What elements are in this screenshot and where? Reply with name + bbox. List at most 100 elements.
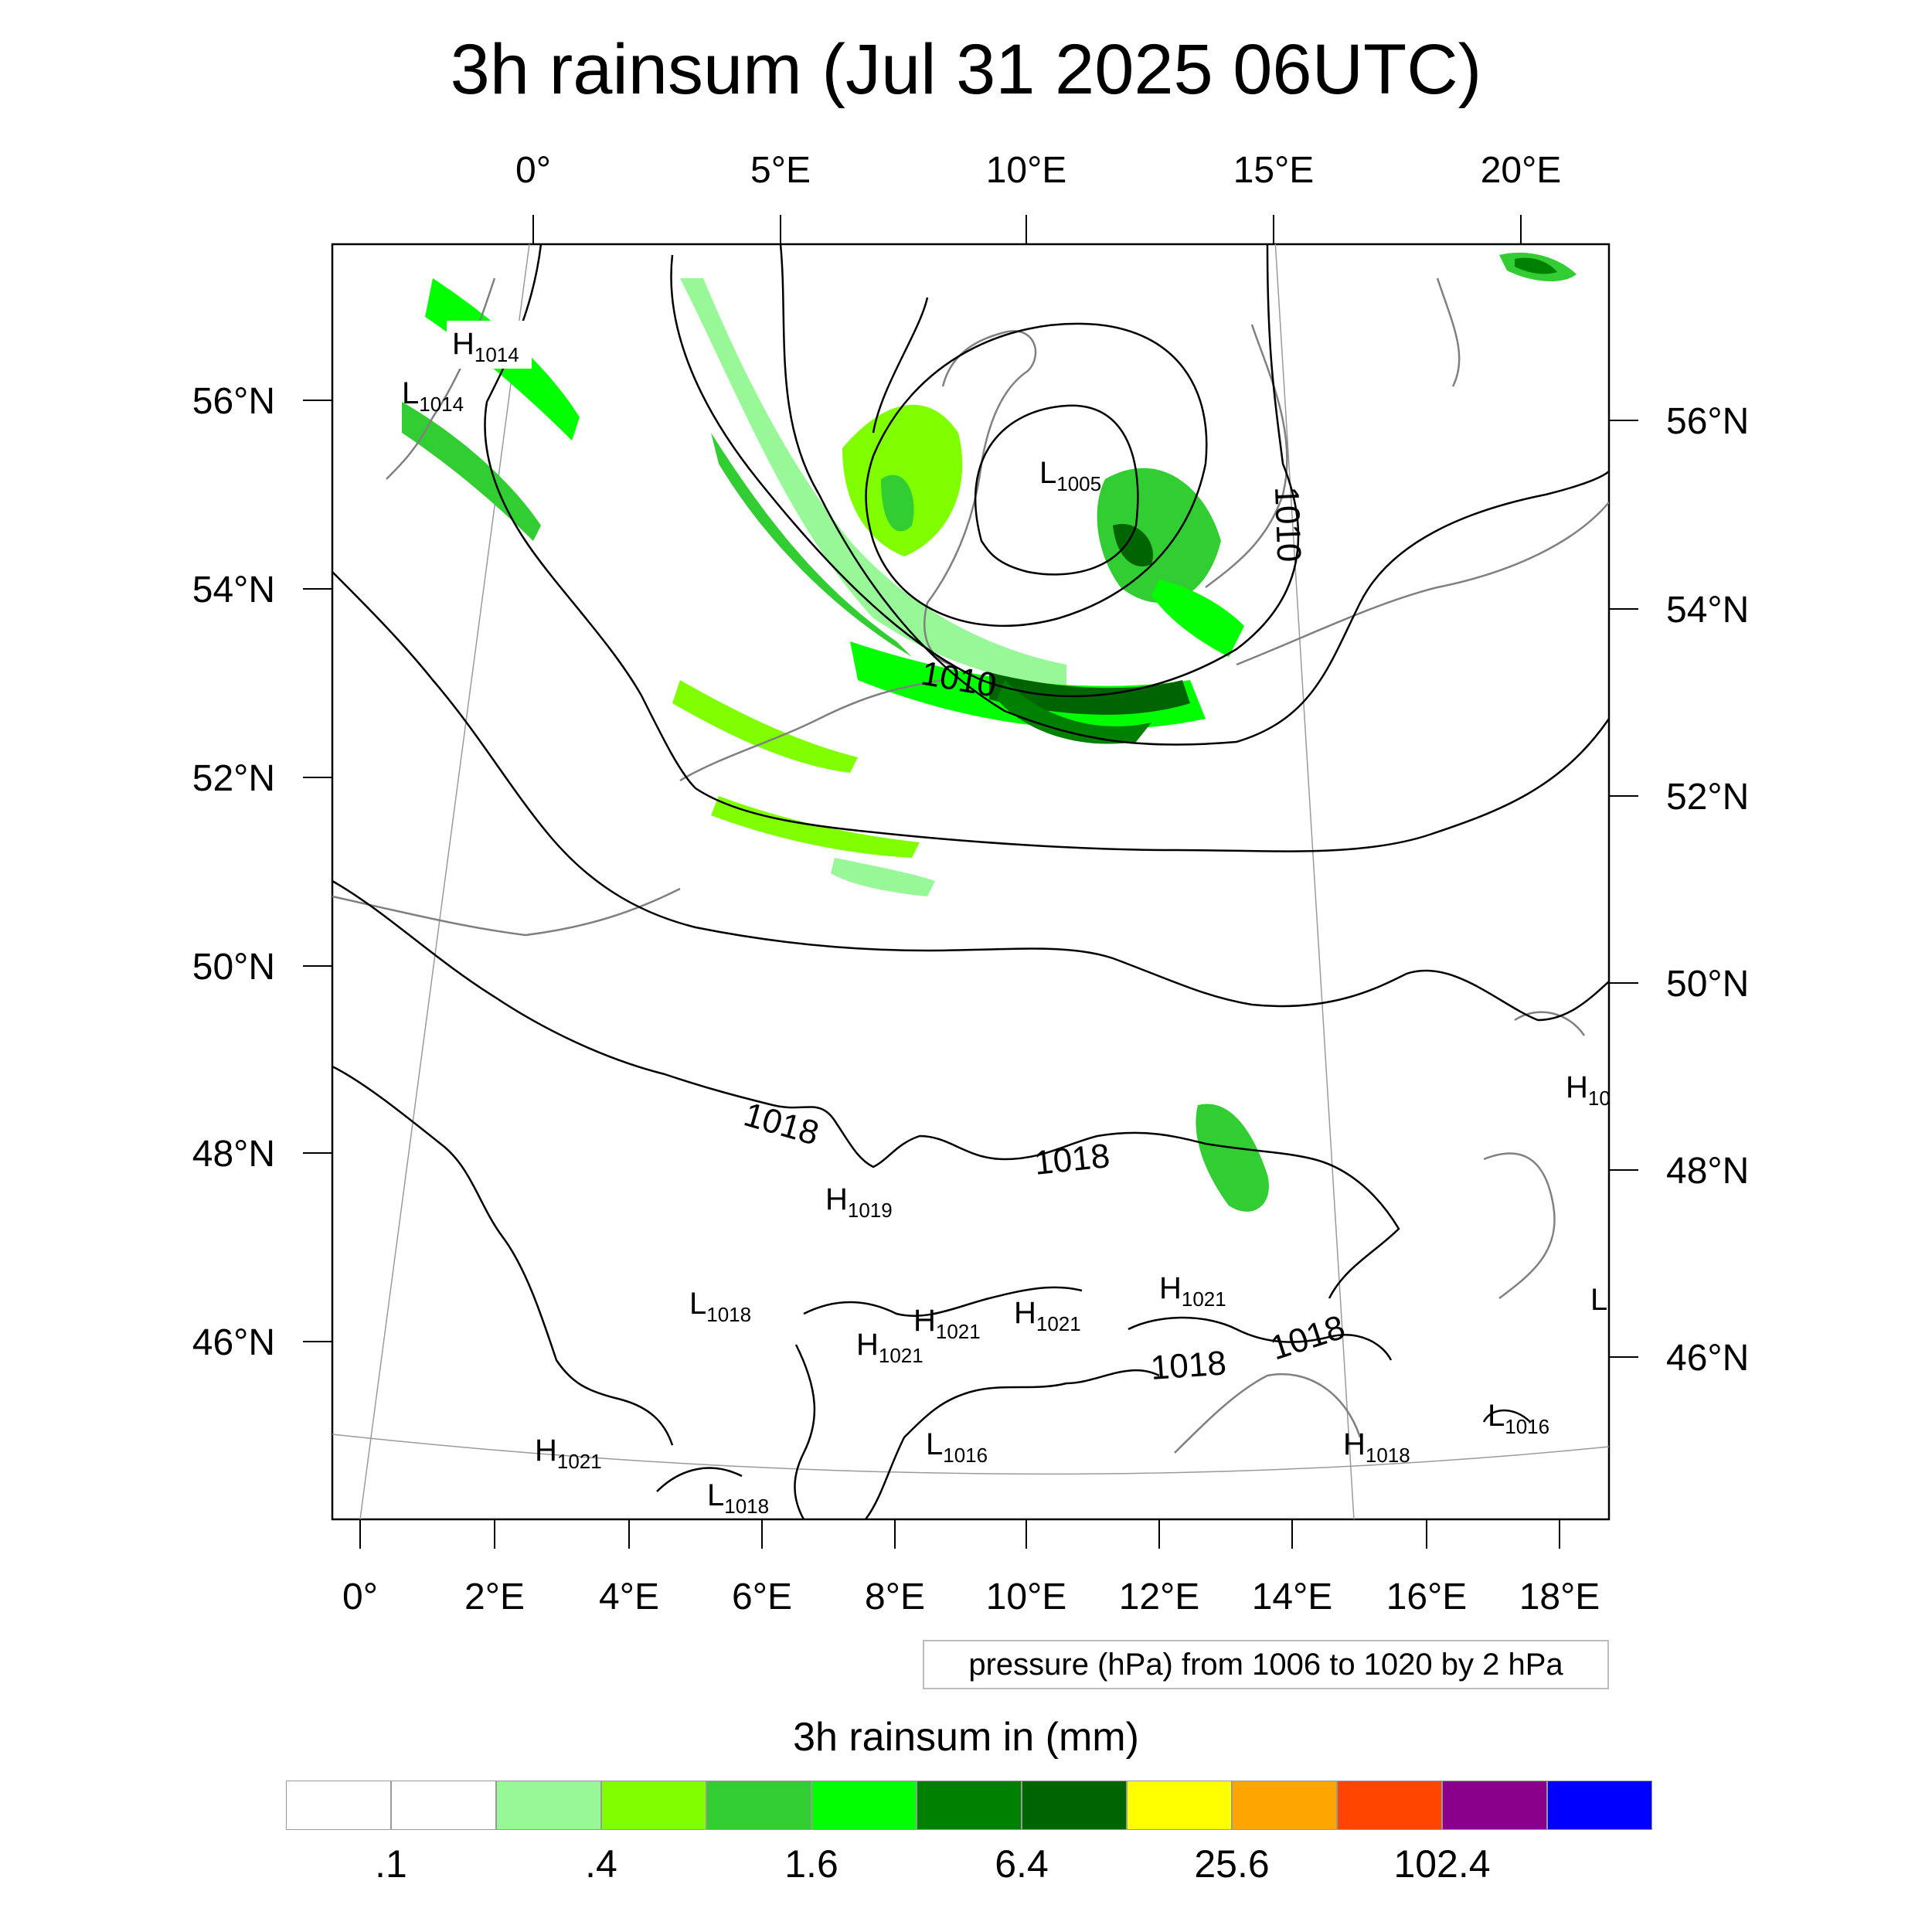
lon-label-bottom: 0° [342, 1577, 378, 1617]
coast-poland-baltic [1236, 502, 1609, 666]
isobar-1010-ring [865, 322, 1208, 628]
pressure-center-label: L [1590, 1283, 1607, 1317]
lon-label-top: 15°E [1233, 150, 1315, 191]
colorbar-swatch [391, 1781, 496, 1830]
isobar-label: 1018 [1032, 1137, 1111, 1182]
colorbar-swatch [1547, 1781, 1652, 1830]
isobar-small-east [1482, 1409, 1531, 1423]
coast-east [1483, 1152, 1556, 1299]
colorbar-swatch [1232, 1781, 1337, 1830]
lat-label-left: 46°N [192, 1322, 275, 1363]
colorbar-swatch [1337, 1781, 1442, 1830]
pressure-center-label: L1016 [926, 1427, 988, 1467]
rain-patch-baltic [1097, 468, 1221, 603]
colorbar-swatch [917, 1781, 1022, 1830]
contour-info-box: pressure (hPa) from 1006 to 1020 by 2 hP… [923, 1640, 1609, 1689]
lon-label-bottom: 16°E [1386, 1577, 1468, 1617]
colorbar-label: 6.4 [995, 1842, 1049, 1886]
lon-label-bottom: 14°E [1252, 1577, 1333, 1617]
colorbar-label: .1 [375, 1842, 407, 1886]
colorbar-swatch [601, 1781, 706, 1830]
colorbar-label: 102.4 [1393, 1842, 1491, 1886]
colorbar-swatch [811, 1781, 917, 1830]
rain-band-lowlands-1 [672, 680, 858, 773]
pressure-center-label: H10 [1566, 1070, 1611, 1110]
pressure-center-label: H1021 [1159, 1271, 1226, 1311]
isobars [332, 244, 1609, 1519]
map-frame [331, 243, 1611, 1521]
isobar-1016 [332, 571, 1609, 1022]
rain-band-south-patch [997, 680, 1151, 744]
isobar-inner [974, 404, 1139, 576]
coast-netherlands-germany [679, 679, 944, 782]
bottom-lon-labels: 0° 2°E 4°E 6°E 8°E 10°E 12°E 14°E 16°E 1… [342, 1577, 1600, 1617]
pressure-center-label: H1021 [535, 1434, 602, 1473]
lon-label-bottom: 10°E [986, 1577, 1067, 1617]
pressure-center-label: L1005 [1039, 456, 1101, 495]
lat-label-right: 52°N [1666, 777, 1749, 818]
meridian-15e [1274, 244, 1355, 1519]
colorbar-label: 1.6 [784, 1842, 838, 1886]
isobar-1018-alps [865, 1369, 1160, 1519]
colorbar-swatch [286, 1781, 391, 1830]
meridian-0 [359, 244, 530, 1519]
coast-england-east [386, 277, 496, 480]
rain-patch-baltic-north-core [1515, 257, 1557, 274]
lon-label-bottom: 12°E [1119, 1577, 1200, 1617]
isobar-label: 1010 [1267, 486, 1308, 563]
coast-sweden [1205, 324, 1288, 588]
colorbar-label: 25.6 [1194, 1842, 1270, 1886]
lon-label-top: 0° [515, 150, 551, 191]
lat-label-left: 52°N [192, 758, 275, 799]
map-title: 3h rainsum (Jul 31 2025 06UTC) [450, 30, 1482, 109]
pressure-center-label: L1018 [707, 1478, 769, 1518]
coast-adriatic [1174, 1372, 1362, 1454]
rain-patch-austria [1196, 1104, 1269, 1212]
isobar-1018-west [332, 1065, 674, 1446]
pressure-center-label: H1019 [825, 1182, 893, 1222]
colorbar-title: 3h rainsum in (mm) [793, 1715, 1139, 1760]
rain-band-lowlands-2 [711, 796, 920, 858]
colorbar-swatch [1127, 1781, 1232, 1830]
rain-band-lowlands-3 [831, 858, 935, 896]
parallel-45n [332, 1434, 1609, 1475]
left-lat-labels: 56°N 54°N 52°N 50°N 48°N 46°N [192, 381, 275, 1363]
rain-band-south-core [989, 672, 1190, 715]
isobar-1021-south [794, 1344, 816, 1519]
coast-france-channel [332, 887, 681, 937]
lat-label-left: 54°N [192, 570, 275, 611]
map-content: 1010 1010 1018 1018 1018 1018 H1014 L101… [332, 244, 1611, 1519]
graticule [332, 244, 1609, 1519]
isobar-1018-north [332, 879, 1400, 1299]
rain-patch-denmark-core [881, 474, 914, 532]
lat-label-left: 56°N [192, 381, 275, 422]
lat-label-right: 46°N [1666, 1338, 1749, 1379]
pressure-center-label: H1014 [452, 327, 519, 366]
right-lat-labels: 56°N 54°N 52°N 50°N 48°N 46°N [1666, 401, 1749, 1379]
lat-label-right: 56°N [1666, 401, 1749, 442]
isobar-1018-east [1128, 1316, 1393, 1361]
isobar-1012 [779, 244, 1609, 746]
lon-label-bottom: 4°E [599, 1577, 659, 1617]
lon-label-top: 20°E [1481, 150, 1562, 191]
tick-marks [303, 215, 1638, 1549]
lat-label-right: 54°N [1666, 590, 1749, 631]
lat-label-left: 48°N [192, 1134, 275, 1175]
isobar-north-link [872, 297, 929, 434]
lat-label-right: 50°N [1666, 964, 1749, 1005]
lon-label-top: 10°E [986, 150, 1067, 191]
colorbar-swatch [1022, 1781, 1127, 1830]
pressure-center-label: H1021 [913, 1304, 981, 1343]
rain-patch-baltic-east [1151, 580, 1244, 657]
isobar-1021-ring [803, 1286, 1083, 1317]
colorbar-swatch [1442, 1781, 1547, 1830]
colorbar [286, 1781, 1652, 1830]
pressure-center-label: L1016 [1488, 1399, 1549, 1438]
colorbar-swatch [496, 1781, 601, 1830]
lon-label-bottom: 6°E [732, 1577, 792, 1617]
pressure-center-label: L1014 [402, 376, 464, 416]
top-lon-labels: 0° 5°E 10°E 15°E 20°E [515, 150, 1561, 191]
isobar-small-south [656, 1467, 743, 1492]
